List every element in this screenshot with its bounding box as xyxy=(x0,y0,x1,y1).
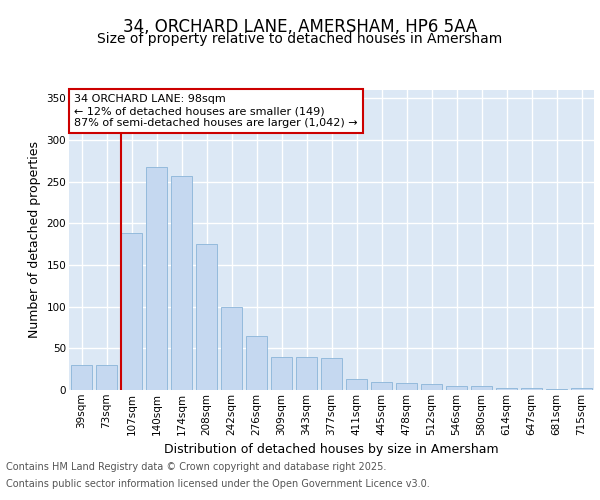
Bar xyxy=(121,234,142,390)
Bar xyxy=(146,166,167,390)
Bar xyxy=(546,389,567,390)
Text: 34, ORCHARD LANE, AMERSHAM, HP6 5AA: 34, ORCHARD LANE, AMERSHAM, HP6 5AA xyxy=(123,18,477,36)
Bar xyxy=(196,244,217,390)
Bar xyxy=(371,382,392,390)
Bar xyxy=(96,365,117,390)
Bar xyxy=(171,176,192,390)
Bar xyxy=(396,382,417,390)
Bar xyxy=(421,384,442,390)
Text: Size of property relative to detached houses in Amersham: Size of property relative to detached ho… xyxy=(97,32,503,46)
Bar xyxy=(446,386,467,390)
Text: 34 ORCHARD LANE: 98sqm
← 12% of detached houses are smaller (149)
87% of semi-de: 34 ORCHARD LANE: 98sqm ← 12% of detached… xyxy=(74,94,358,128)
X-axis label: Distribution of detached houses by size in Amersham: Distribution of detached houses by size … xyxy=(164,443,499,456)
Text: Contains public sector information licensed under the Open Government Licence v3: Contains public sector information licen… xyxy=(6,479,430,489)
Bar xyxy=(471,386,492,390)
Bar xyxy=(246,336,267,390)
Bar xyxy=(221,306,242,390)
Bar xyxy=(321,358,342,390)
Bar xyxy=(496,388,517,390)
Bar xyxy=(296,356,317,390)
Bar xyxy=(271,356,292,390)
Y-axis label: Number of detached properties: Number of detached properties xyxy=(28,142,41,338)
Bar xyxy=(71,365,92,390)
Bar xyxy=(571,388,592,390)
Bar xyxy=(521,388,542,390)
Text: Contains HM Land Registry data © Crown copyright and database right 2025.: Contains HM Land Registry data © Crown c… xyxy=(6,462,386,472)
Bar xyxy=(346,379,367,390)
